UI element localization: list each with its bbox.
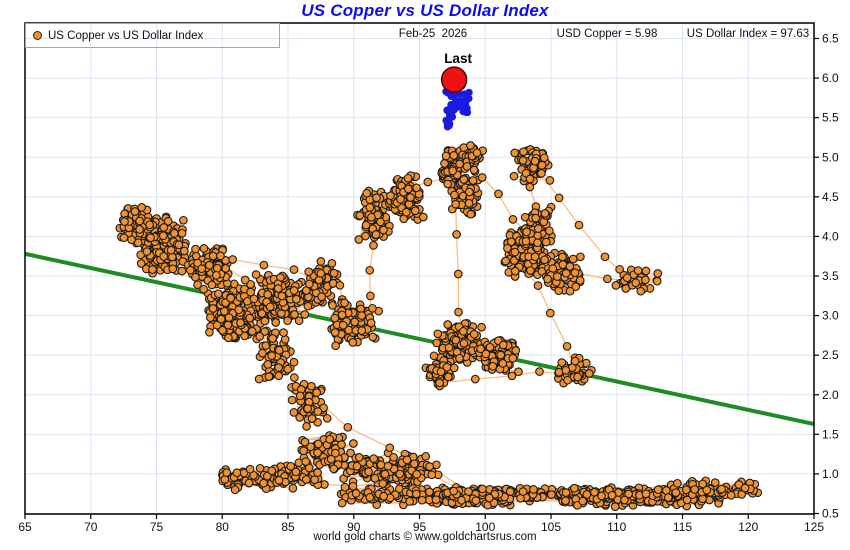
x-tick-label: 120 xyxy=(738,520,758,534)
x-tick-label: 65 xyxy=(18,520,32,534)
last-marker xyxy=(440,66,468,93)
y-tick-label: 1.5 xyxy=(822,427,839,441)
y-tick-label: 1.0 xyxy=(822,467,839,481)
x-tick-label: 110 xyxy=(607,520,626,534)
y-tick-label: 3.0 xyxy=(822,309,839,323)
header-date: Feb-25 2026 xyxy=(398,28,468,40)
legend-label: US Copper vs US Dollar Index xyxy=(48,29,204,42)
footer-credit: world gold charts © www.goldchartsrus.co… xyxy=(313,531,537,543)
x-tick-label: 125 xyxy=(804,520,824,534)
y-tick-label: 6.0 xyxy=(822,71,839,85)
y-tick-label: 5.5 xyxy=(822,111,839,125)
x-tick-label: 85 xyxy=(281,520,295,534)
x-tick-label: 105 xyxy=(541,520,561,534)
x-tick-label: 90 xyxy=(347,520,361,534)
y-tick-label: 6.5 xyxy=(822,32,839,46)
x-tick-label: 80 xyxy=(216,520,230,534)
legend-marker-icon xyxy=(33,31,42,40)
y-tick-label: 3.5 xyxy=(822,269,839,283)
y-tick-label: 5.0 xyxy=(822,150,839,164)
x-tick-label: 115 xyxy=(673,520,692,534)
y-tick-label: 4.5 xyxy=(822,190,839,204)
x-tick-label: 100 xyxy=(475,520,495,534)
page-title: US Copper vs US Dollar Index xyxy=(301,1,549,20)
trendline xyxy=(25,251,814,426)
x-tick-label: 70 xyxy=(84,520,98,534)
y-tick-label: 4.0 xyxy=(822,229,839,243)
header-dollar-value: US Dollar Index = 97.63 xyxy=(686,28,810,40)
header-copper-value: USD Copper = 5.98 xyxy=(556,28,658,40)
y-tick-label: 2.5 xyxy=(822,348,839,362)
legend: US Copper vs US Dollar Index xyxy=(25,23,280,48)
y-tick-label: 2.0 xyxy=(822,388,839,402)
y-tick-label: 0.5 xyxy=(822,507,839,521)
last-label: Last xyxy=(444,51,472,66)
x-tick-label: 95 xyxy=(413,520,427,534)
copper-series xyxy=(115,141,763,512)
x-tick-label: 75 xyxy=(150,520,164,534)
